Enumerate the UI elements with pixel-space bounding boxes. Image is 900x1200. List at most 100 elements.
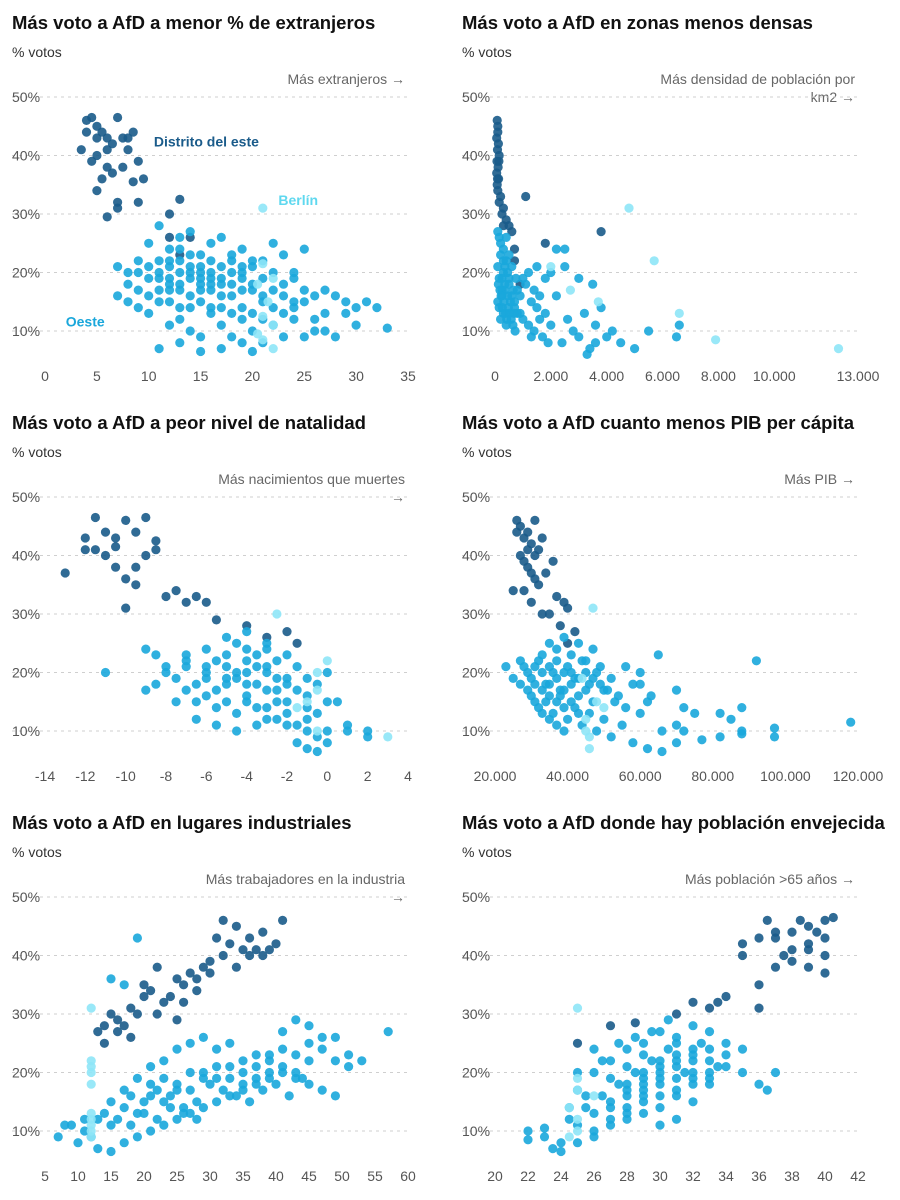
data-point-east [512,527,522,537]
data-point-west [646,691,656,701]
data-point-west [671,685,682,695]
x-tick-label: 10.000 [753,368,796,384]
data-point-east [99,1021,109,1031]
data-point-east [225,939,235,949]
x-tick-label: 34 [718,1168,734,1184]
data-point-east [121,574,131,584]
data-point-east [820,968,830,978]
data-point-east [113,1015,123,1025]
data-point-west [655,1056,665,1066]
data-point-west [552,656,562,666]
data-point-west [559,726,569,736]
data-point-west [205,1079,215,1089]
data-point-west [330,1056,340,1066]
x-tick-label: 50 [334,1168,350,1184]
data-point-west [196,285,206,295]
data-point-west [320,326,330,336]
data-point-west [291,1050,301,1060]
panel-aging: Más voto a AfD donde hay población envej… [450,800,900,1200]
data-point-west [175,314,185,324]
x-tick-label: 28 [619,1168,635,1184]
data-point-west [304,1038,314,1048]
chart-title: Más voto a AfD donde hay población envej… [462,812,885,833]
data-point-west [341,308,351,318]
data-point-west [181,685,191,695]
data-point-west [518,273,528,283]
x-tick-label: 15 [103,1168,119,1184]
data-point-west [568,326,578,336]
data-point-east [523,527,533,537]
data-point-east [111,542,121,552]
data-point-east [198,962,208,972]
y-tick-label: 50% [462,889,490,905]
data-point-east [121,603,131,613]
data-point-west [544,638,554,648]
x-tick-label: 55 [367,1168,383,1184]
data-point-west [272,685,282,695]
data-point-west [216,303,226,313]
data-point-berlin [564,1132,574,1142]
y-tick-label: 20% [462,665,490,681]
data-point-berlin [322,656,332,666]
x-tick-label: 40 [817,1168,833,1184]
data-point-west [642,744,653,754]
data-point-west [221,650,232,660]
data-point-west [552,720,562,730]
data-point-east [563,603,573,613]
data-point-west [769,723,780,733]
data-point-berlin [599,703,609,713]
data-point-west [537,650,547,660]
x-tick-label: -8 [160,768,173,784]
data-point-west [635,679,645,689]
data-point-west [523,667,533,678]
data-point-east [212,933,222,943]
data-point-west [271,1079,281,1089]
data-point-east [828,912,838,923]
data-point-east [106,1009,116,1019]
data-point-west [671,1073,682,1083]
data-point-west [151,650,161,660]
data-point-west [582,349,592,359]
data-point-west [216,291,226,301]
data-point-east [713,997,723,1007]
data-point-west [237,303,247,313]
data-point-west [721,1062,731,1072]
data-point-west [504,250,514,260]
data-point-west [573,708,584,718]
data-point-east [179,997,189,1007]
x-tick-label: 40 [268,1168,284,1184]
data-point-east [238,945,248,955]
data-point-east [278,915,288,925]
data-point-west [602,685,613,695]
x-tick-label: 4 [404,768,412,784]
data-point-east [795,915,805,925]
data-point-berlin [302,697,312,707]
data-point-west [172,1085,182,1095]
data-point-east [152,1009,162,1019]
data-point-east [737,950,748,961]
data-point-west [351,320,361,330]
data-point-west [211,720,221,730]
data-point-east [139,980,149,990]
data-point-east [118,162,128,172]
data-point-west [258,1085,268,1095]
data-point-berlin [268,344,278,354]
data-point-west [192,1097,202,1107]
data-point-west [227,256,237,266]
data-point-west [540,273,550,283]
data-point-east [803,945,814,955]
data-point-west [770,1067,781,1078]
data-point-west [282,697,292,707]
data-point-west [638,1108,649,1118]
data-point-west [622,1062,632,1072]
data-point-west [655,1027,665,1037]
data-point-east [90,545,100,555]
x-tick-label: 26 [586,1168,602,1184]
data-point-west [119,1138,129,1148]
data-point-east [141,512,151,523]
y-tick-label: 50% [462,489,490,505]
x-tick-label: 40.000 [546,768,589,784]
data-point-west [588,673,598,683]
data-point-west [172,1114,182,1124]
data-point-west [216,320,226,330]
